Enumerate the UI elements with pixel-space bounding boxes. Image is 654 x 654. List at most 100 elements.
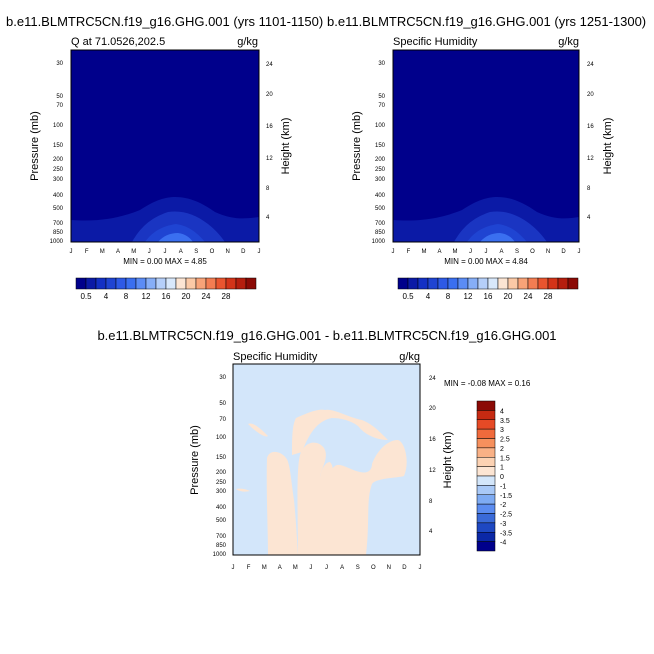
panel-3-month-tick: F	[247, 565, 251, 571]
panel-2-month-tick: N	[546, 249, 550, 255]
panel-3-month-tick: O	[371, 565, 376, 571]
panel-2-colorbar-swatch	[547, 277, 559, 290]
panel-1-colorbar-swatch	[175, 277, 187, 290]
panel-3-colorbar-label: 1.5	[500, 455, 510, 462]
panel-3-height-axis: 24 20 16 12 8 4	[429, 376, 436, 535]
panel-3-ptick-250: 250	[216, 480, 227, 486]
panel-3-ptick-850: 850	[216, 543, 227, 549]
panel-2-month-tick: J	[469, 249, 472, 255]
panel-1-ptick-30: 30	[56, 61, 63, 67]
panel-3-colorbar-label: 4	[500, 408, 504, 415]
panel-1-colorbar-swatch	[95, 277, 107, 290]
panel-1-ptick-700: 700	[53, 221, 64, 227]
panel-2-month-tick: F	[407, 249, 411, 255]
panel-2-colorbar-swatch	[527, 277, 539, 290]
panel-2-colorbar-label: 4	[426, 292, 431, 301]
panel-3-plot: 30 50 70 100 150 200 250 300 400 500 700…	[189, 363, 531, 571]
panel-1-month-tick: J	[258, 249, 261, 255]
panel-3-colorbar-swatch	[476, 503, 496, 514]
panel-1-month-tick: J	[70, 249, 73, 255]
panel-3-positive-region-3	[292, 409, 388, 455]
panel-2-colorbar-swatch	[467, 277, 479, 290]
panel-1-colorbar-swatch	[75, 277, 87, 290]
panel-1-ptick-200: 200	[53, 157, 64, 163]
panel-2-variable-label: Specific Humidity	[393, 36, 478, 48]
panel-1-month-tick: J	[148, 249, 151, 255]
panel-2-colorbar-swatch	[537, 277, 549, 290]
panel-2-month-tick: J	[578, 249, 581, 255]
panel-1-colorbar-swatch	[125, 277, 137, 290]
panel-2-ptick-400: 400	[375, 193, 386, 199]
panel-1-colorbar-swatch	[235, 277, 247, 290]
panel-3-variable-label: Specific Humidity	[233, 351, 318, 363]
panel-3-colorbar-label: -1	[500, 483, 506, 490]
panel-2-colorbar-swatch	[457, 277, 469, 290]
panel-1-ptick-250: 250	[53, 167, 64, 173]
panel-3-positive-region-2	[297, 440, 407, 555]
panel-1-ptick-1000: 1000	[50, 239, 64, 245]
panel-3-positive-region-4	[248, 423, 268, 437]
panel-2-ptick-50: 50	[378, 94, 385, 100]
panel-3-colorbar-label: -1.5	[500, 493, 512, 500]
panel-3-y2label: Height (km)	[442, 432, 454, 489]
panel-3-colorbar-label: -3.5	[500, 530, 512, 537]
panel-3-ptick-400: 400	[216, 505, 227, 511]
panel-1-colorbar-swatch	[215, 277, 227, 290]
panel-2-htick-16: 16	[587, 124, 594, 130]
panel-2-colorbar-swatch	[567, 277, 579, 290]
panel-1-stats: MIN = 0.00 MAX = 4.85	[123, 257, 207, 266]
panel-2-ptick-850: 850	[375, 230, 386, 236]
panel-1-ptick-50: 50	[56, 94, 63, 100]
panel-1-ptick-150: 150	[53, 143, 64, 149]
panel-1-month-tick: M	[100, 249, 105, 255]
panel-3-month-tick: J	[232, 565, 235, 571]
panel-2-colorbar-swatch	[487, 277, 499, 290]
panel-3-ptick-150: 150	[216, 455, 227, 461]
panel-2-colorbar-swatch	[427, 277, 439, 290]
panel-3-colorbar: 4 3.5 3 2.5 2 1.5 1 0 -1 -1.5 -2 -2.5 -3 -3.5 -4	[476, 400, 512, 552]
panel-2-month-axis: J F M A M J J A S O N D J	[392, 249, 581, 255]
panel-3-htick-4: 4	[429, 529, 433, 535]
panel-3-colorbar-swatch	[476, 522, 496, 533]
panel-1: b.e11.BLMTRC5CN.f19_g16.GHG.001 (yrs 110…	[6, 14, 323, 301]
panel-3-htick-12: 12	[429, 468, 436, 474]
panel-3-frame	[232, 363, 421, 556]
panel-2-colorbar-label: 16	[484, 292, 493, 301]
panel-3-colorbar-swatch	[476, 428, 496, 439]
panel-3-month-tick: M	[293, 565, 298, 571]
panel-3-htick-16: 16	[429, 437, 436, 443]
panel-3-colorbar-label: 2	[500, 446, 504, 453]
panel-2-ptick-100: 100	[375, 123, 386, 129]
panel-3-colorbar-swatch	[476, 419, 496, 430]
panel-1-colorbar-swatch	[145, 277, 157, 290]
panel-3-month-axis: J F M A M J J A S O N D J	[232, 565, 422, 571]
panel-2-month-tick: D	[561, 249, 566, 255]
panel-2-ptick-300: 300	[375, 177, 386, 183]
panel-1-month-tick: F	[85, 249, 89, 255]
panel-3-ptick-700: 700	[216, 534, 227, 540]
panel-1-ylabel: Pressure (mb)	[29, 111, 41, 181]
panel-2-ptick-1000: 1000	[372, 239, 386, 245]
panel-2-colorbar: 0.5 4 8 12 16 20 24 28	[397, 277, 579, 301]
panel-2-colorbar-label: 20	[504, 292, 513, 301]
panel-3-colorbar-label: -3	[500, 521, 506, 528]
panel-2-ptick-200: 200	[375, 157, 386, 163]
panel-1-contour-layer-4	[158, 233, 193, 242]
panel-2-ptick-700: 700	[375, 221, 386, 227]
panel-1-colorbar-swatch	[115, 277, 127, 290]
panel-1-colorbar-swatch	[245, 277, 257, 290]
panel-3-colorbar-label: -4	[500, 540, 506, 547]
panel-2-htick-12: 12	[587, 156, 594, 162]
panel-2-ptick-250: 250	[375, 167, 386, 173]
panel-3-colorbar-label: 3.5	[500, 418, 510, 425]
panel-3-ylabel: Pressure (mb)	[189, 425, 201, 495]
panel-1-colorbar-label: 16	[162, 292, 171, 301]
panel-1-htick-24: 24	[266, 62, 273, 68]
panel-3-colorbar-swatch	[476, 513, 496, 524]
panel-3-colorbar-swatch	[476, 485, 496, 495]
panel-3-colorbar-label: 0	[500, 474, 504, 481]
panel-2-units-label: g/kg	[558, 36, 579, 48]
panel-2-ylabel: Pressure (mb)	[351, 111, 363, 181]
panel-3-ptick-70: 70	[219, 417, 226, 423]
panel-1-y2label: Height (km)	[280, 118, 292, 175]
